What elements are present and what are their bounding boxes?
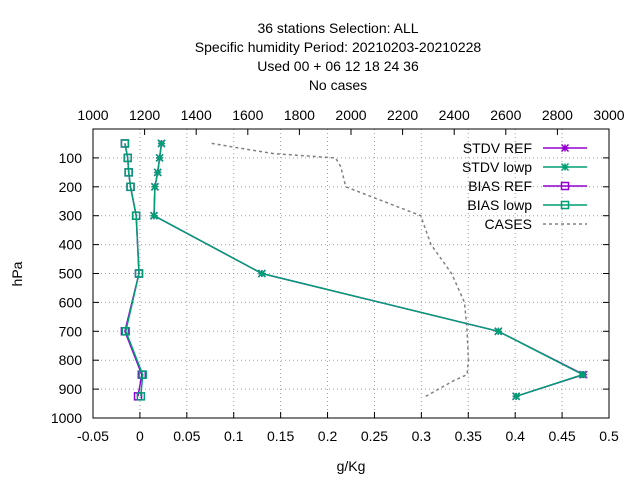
x-marker [150, 182, 159, 191]
y-tick-label: 500 [59, 266, 83, 282]
title-line-2: Specific humidity Period: 20210203-20210… [195, 39, 482, 55]
x-tick-label: -0.05 [77, 428, 109, 444]
x2-tick-label: 2600 [490, 107, 521, 123]
x-axis-ticks: -0.05 0 0.05 0.1 0.15 0.2 0.25 0.3 0.35 0.4 0.45 0.… [77, 412, 619, 444]
x-marker [512, 392, 521, 401]
x2-tick-label: 1400 [181, 107, 212, 123]
square-marker [124, 168, 133, 177]
y-tick-label: 1000 [51, 410, 82, 426]
legend-label: STDV lowp [462, 159, 532, 175]
x-marker [149, 211, 159, 220]
chart-title: 36 stations Selection: ALL Specific humi… [195, 20, 482, 93]
x-tick-label: 0.4 [505, 428, 525, 444]
x2-tick-label: 3000 [593, 107, 624, 123]
y-tick-label: 400 [59, 237, 83, 253]
x-tick-label: 0.5 [599, 428, 619, 444]
x-marker [155, 153, 164, 162]
x2-tick-label: 1000 [77, 107, 108, 123]
x2-axis-ticks: 1000 1200 1400 1600 1800 2000 2200 2400 2600 2800… [77, 107, 625, 135]
legend-label: STDV REF [463, 140, 532, 156]
x-marker [560, 143, 570, 153]
title-line-1: 36 stations Selection: ALL [257, 20, 418, 36]
grid [93, 129, 609, 418]
series-line [211, 142, 470, 397]
y-tick-label: 700 [59, 323, 83, 339]
x-tick-label: 0.05 [173, 428, 200, 444]
x2-tick-label: 2800 [542, 107, 573, 123]
square-marker [126, 182, 135, 192]
series-line [124, 143, 144, 397]
square-marker [138, 370, 147, 379]
y-axis-ticks: 100 200 300 400 500 600 700 800 900 1000 [51, 150, 609, 426]
square-marker [123, 153, 132, 163]
legend-label: BIAS lowp [467, 197, 532, 213]
x-tick-label: 0.3 [412, 428, 432, 444]
square-marker [560, 200, 570, 210]
y-tick-label: 600 [59, 294, 83, 310]
x-tick-label: 0 [136, 428, 144, 444]
y-tick-label: 800 [59, 352, 83, 368]
x2-tick-label: 2000 [335, 107, 366, 123]
x2-tick-label: 1600 [232, 107, 263, 123]
x2-tick-label: 1200 [129, 107, 160, 123]
square-marker [131, 211, 141, 220]
x2-tick-label: 1800 [284, 107, 315, 123]
legend-entry: BIAS REF [468, 178, 587, 194]
x-marker [157, 139, 166, 148]
square-marker [560, 181, 570, 191]
x-tick-label: 0.25 [361, 428, 388, 444]
y-tick-label: 200 [59, 179, 83, 195]
legend-entry: STDV REF [463, 140, 587, 156]
series-cases [211, 142, 470, 397]
x-tick-label: 0.45 [548, 428, 575, 444]
legend-entry: STDV lowp [462, 159, 587, 175]
x-tick-label: 0.15 [267, 428, 294, 444]
legend-label: BIAS REF [468, 178, 532, 194]
series-bias-lowp [120, 139, 147, 401]
y-tick-label: 100 [59, 150, 83, 166]
square-marker [121, 327, 131, 336]
square-marker [120, 139, 130, 148]
x2-tick-label: 2200 [387, 107, 418, 123]
title-line-4: No cases [309, 77, 367, 93]
x-tick-label: 0.35 [455, 428, 482, 444]
x2-tick-label: 2400 [439, 107, 470, 123]
x-marker [153, 168, 162, 177]
title-line-3: Used 00 + 06 12 18 24 36 [257, 58, 419, 74]
square-marker [136, 392, 146, 401]
y-tick-label: 300 [59, 208, 83, 224]
x-marker [257, 269, 266, 278]
x-tick-label: 0.1 [224, 428, 244, 444]
square-marker [134, 269, 144, 278]
series-stdv-lowp [149, 139, 587, 401]
x-marker [494, 327, 503, 336]
legend-entry: BIAS lowp [467, 197, 587, 213]
y-axis-label: hPa [9, 261, 25, 286]
plot-series [120, 139, 588, 401]
legend-label: CASES [485, 216, 532, 232]
x-tick-label: 0.2 [318, 428, 338, 444]
x-axis-label: g/Kg [337, 458, 366, 474]
legend-entry: CASES [485, 216, 587, 232]
x-marker [560, 162, 570, 172]
x-marker [578, 370, 587, 379]
y-tick-label: 900 [59, 381, 83, 397]
legend: STDV REF STDV lowp BIAS REF BIAS lowp CASES [462, 140, 587, 232]
